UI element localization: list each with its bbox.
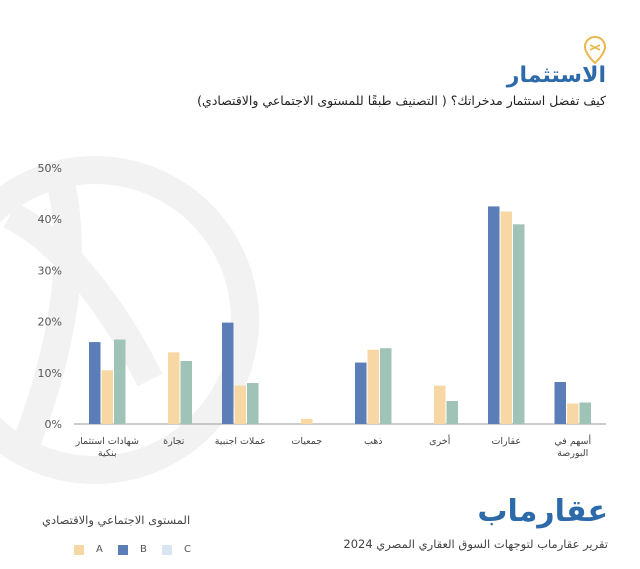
page-title: الاستثمار [506,63,606,88]
x-category-label: تجارة [163,436,185,447]
bar-series-a [434,385,446,424]
legend-title: المستوى الاجتماعي والاقتصادي [42,513,191,527]
bar-series-a [367,349,379,424]
bar-series-b [488,206,500,424]
legend-item-a: A [74,544,103,555]
legend-label-c: C [184,544,191,555]
bar-series-c [380,348,392,424]
bar-series-a [168,352,180,424]
y-tick-label: 30% [38,264,62,277]
x-category-label: أسهم في [554,434,591,447]
bar-series-c [579,402,591,424]
bar-series-b [89,342,101,424]
bar-series-a [567,403,579,424]
report-title: تقرير عقارماب لتوجهات السوق العقاري المص… [343,537,608,551]
x-category-label: بنكية [98,448,117,459]
bar-series-c [247,383,259,424]
bar-series-a [101,370,113,424]
legend-swatch-a [74,544,84,555]
y-tick-label: 20% [38,316,62,329]
y-tick-label: 10% [38,367,62,380]
x-category-label: البورصة [557,448,588,459]
bar-series-a [234,385,246,424]
legend-label-a: A [96,544,103,555]
bar-series-a [301,418,313,424]
x-category-label: جمعيات [291,436,322,447]
x-category-label: أخرى [429,434,451,447]
bar-series-b [355,362,367,424]
y-tick-label: 0% [45,418,62,431]
legend-item-c: C [162,544,191,555]
legend-swatch-b [118,544,128,555]
y-tick-label: 50% [38,162,62,175]
y-tick-label: 40% [38,213,62,226]
brand-logo: عقارماب [477,494,608,529]
x-category-label: عقارات [491,436,521,447]
chart-question: كيف تفضل استثمار مدخراتك؟ ( التصنيف طبقً… [197,93,606,108]
x-category-label: شهادات استثمار [75,436,139,447]
x-category-label: عملات اجنبية [215,436,266,447]
x-category-label: ذهب [364,436,383,447]
bar-series-b [222,322,234,424]
bar-series-c [513,224,525,424]
legend-swatch-c [162,544,172,555]
legend-item-b: B [118,544,147,555]
location-pin-icon [584,36,606,64]
bar-series-b [554,382,566,424]
bar-series-c [446,400,458,424]
bar-series-c [180,361,192,424]
legend-label-b: B [140,544,147,555]
bar-series-a [500,211,512,424]
bar-series-c [114,339,126,424]
